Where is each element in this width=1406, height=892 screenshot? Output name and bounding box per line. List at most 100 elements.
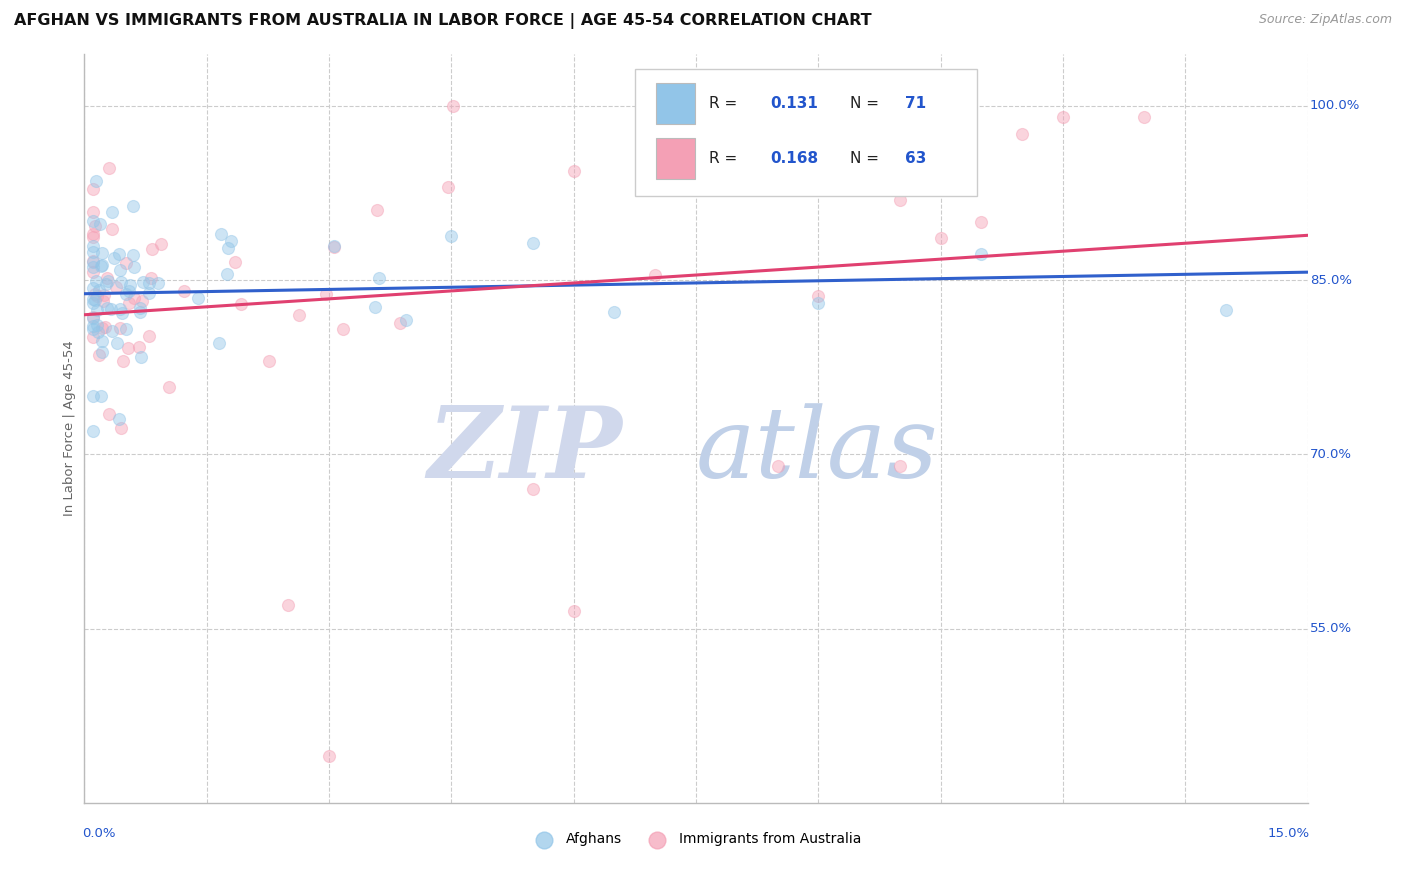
Point	[1133, 111, 1156, 125]
Point	[82, 205, 104, 219]
Point	[122, 248, 145, 262]
Point	[122, 199, 145, 213]
Point	[366, 203, 388, 218]
Point	[115, 286, 138, 301]
Point	[110, 302, 132, 317]
Point	[207, 335, 229, 350]
Text: N =: N =	[851, 151, 884, 166]
Point	[86, 174, 108, 188]
Point	[318, 749, 340, 764]
Point	[108, 262, 131, 277]
Point	[128, 340, 150, 354]
Point	[82, 292, 104, 306]
Point	[128, 305, 150, 319]
Point	[100, 302, 122, 317]
Point	[90, 334, 112, 348]
Point	[117, 341, 139, 355]
Point	[82, 329, 104, 343]
Text: R =: R =	[710, 151, 742, 166]
Point	[86, 302, 108, 317]
Text: Source: ZipAtlas.com: Source: ZipAtlas.com	[1258, 13, 1392, 27]
Text: 0.0%: 0.0%	[82, 827, 115, 839]
Point	[118, 295, 141, 310]
Point	[970, 247, 993, 261]
Point	[395, 312, 418, 326]
Point	[82, 281, 104, 295]
Point	[173, 284, 195, 298]
Point	[82, 322, 104, 336]
Point	[82, 239, 104, 253]
Point	[103, 251, 125, 265]
Point	[101, 221, 124, 235]
Point	[138, 286, 160, 301]
Point	[90, 260, 112, 274]
Point	[364, 300, 387, 314]
Point	[84, 219, 107, 234]
Point	[82, 254, 104, 268]
Point	[440, 229, 463, 244]
Text: 85.0%: 85.0%	[1310, 274, 1353, 286]
Point	[104, 280, 127, 294]
Point	[112, 353, 135, 368]
Point	[82, 265, 104, 279]
Point	[105, 336, 128, 351]
Point	[132, 276, 155, 290]
Point	[100, 205, 122, 219]
Point	[86, 275, 108, 289]
Point	[86, 289, 108, 303]
Point	[1052, 111, 1074, 125]
Point	[94, 319, 117, 334]
Point	[111, 306, 134, 320]
Point	[129, 301, 152, 315]
Point	[287, 309, 309, 323]
Point	[437, 180, 460, 194]
Point	[141, 242, 163, 256]
Point	[367, 271, 389, 285]
Text: 0.131: 0.131	[770, 96, 818, 112]
Point	[115, 321, 138, 335]
Text: 71: 71	[905, 96, 927, 112]
Point	[766, 458, 789, 473]
Point	[889, 458, 911, 473]
Point	[129, 350, 152, 364]
Point	[807, 296, 830, 310]
Point	[82, 245, 104, 260]
Point	[725, 136, 748, 150]
Point	[83, 293, 105, 307]
Point	[86, 318, 108, 333]
Point	[118, 278, 141, 293]
Point	[388, 317, 411, 331]
Point	[98, 407, 121, 421]
Text: 0.168: 0.168	[770, 151, 818, 166]
Point	[82, 253, 104, 268]
Point	[562, 604, 585, 618]
Point	[93, 287, 115, 301]
Point	[91, 294, 114, 309]
Legend: Afghans, Immigrants from Australia: Afghans, Immigrants from Australia	[524, 827, 868, 852]
Point	[131, 293, 153, 308]
Point	[443, 99, 465, 113]
Point	[82, 213, 104, 227]
Text: R =: R =	[710, 96, 742, 112]
Point	[82, 310, 104, 324]
Point	[323, 239, 346, 253]
Point	[96, 301, 118, 315]
Point	[209, 227, 232, 241]
Point	[146, 276, 169, 290]
Point	[315, 287, 337, 301]
Point	[138, 329, 160, 343]
Point	[1011, 127, 1033, 141]
Point	[277, 599, 299, 613]
Point	[138, 276, 160, 290]
Point	[82, 424, 104, 438]
FancyBboxPatch shape	[655, 83, 695, 124]
Point	[110, 275, 132, 289]
Point	[82, 319, 104, 334]
Point	[90, 389, 112, 403]
Point	[259, 354, 281, 368]
Point	[100, 324, 122, 338]
Point	[114, 255, 136, 269]
Point	[807, 289, 830, 303]
Point	[215, 267, 238, 281]
Text: 15.0%: 15.0%	[1268, 827, 1310, 839]
